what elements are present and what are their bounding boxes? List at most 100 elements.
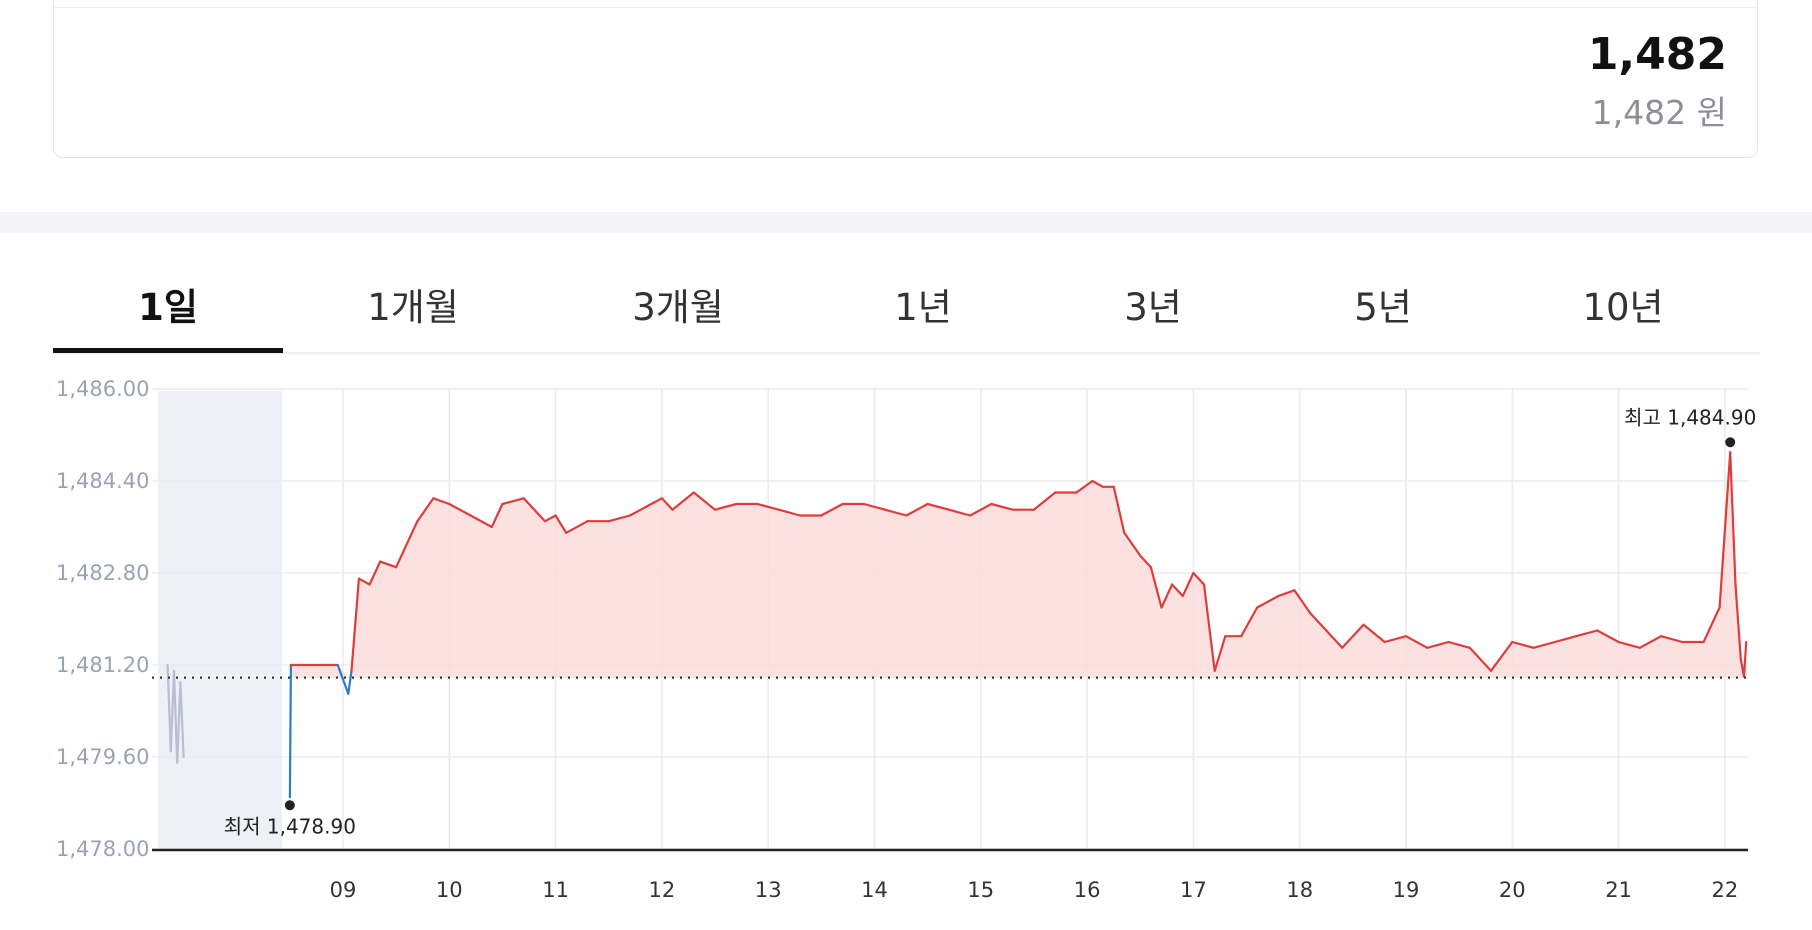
tab-5y[interactable]: 5년 [1354, 286, 1412, 329]
price-segment [432, 497, 451, 506]
price-segment [1325, 629, 1344, 649]
price-segment [172, 669, 179, 764]
price-segment [166, 663, 172, 753]
price-segment [1489, 640, 1514, 672]
price-segment [1734, 583, 1742, 661]
x-tick-label: 22 [1712, 878, 1739, 902]
price-segment [1617, 640, 1642, 649]
price-segment [1139, 554, 1153, 569]
price-segment [1213, 635, 1227, 672]
price-segment [350, 577, 360, 672]
price-segment [1309, 612, 1328, 632]
period-tabs: 1일 1개월 3개월 1년 3년 5년 10년 [53, 262, 1760, 354]
card-divider [54, 7, 1757, 8]
tab-1d[interactable]: 1일 [138, 286, 198, 329]
tab-1m[interactable]: 1개월 [367, 286, 459, 329]
y-tick-label: 1,478.00 [56, 837, 150, 861]
price-segment [926, 502, 951, 511]
price-segment [368, 560, 382, 586]
premarket-band [158, 391, 282, 851]
price-segment [1596, 629, 1620, 644]
price-segment [395, 520, 419, 569]
price-segment [554, 514, 568, 534]
price-segment [1742, 640, 1748, 678]
price-won-value: 1,482 원 [1591, 93, 1727, 132]
price-segment [1383, 635, 1408, 644]
x-tick-label: 20 [1499, 878, 1526, 902]
price-segment [501, 497, 525, 506]
x-tick-label: 14 [861, 878, 888, 902]
y-tick-label: 1,481.20 [56, 653, 150, 677]
y-axis: 1,486.00 1,484.40 1,482.80 1,481.20 1,479.60… [56, 377, 150, 861]
tab-3m[interactable]: 3개월 [632, 286, 724, 329]
x-tick-label: 16 [1074, 878, 1101, 902]
x-tick-label: 15 [967, 878, 994, 902]
price-segment [1404, 635, 1429, 649]
price-segment [1181, 571, 1195, 598]
price-segment [1293, 589, 1312, 615]
price-segment [1659, 635, 1684, 644]
price-segment [820, 502, 844, 517]
price-segment [469, 514, 493, 529]
price-segment [1532, 640, 1556, 649]
tab-3y[interactable]: 3년 [1124, 286, 1182, 329]
price-segment [650, 497, 664, 506]
price-segment [1032, 491, 1057, 511]
price-segment [628, 502, 653, 517]
price-segment [1202, 583, 1216, 672]
x-tick-label: 12 [649, 878, 676, 902]
price-segment [671, 491, 695, 511]
price-segment [179, 681, 185, 759]
price-segment [1426, 640, 1450, 649]
price-segment [1192, 571, 1206, 586]
price-segment [905, 502, 929, 517]
price-segment [1553, 635, 1578, 644]
price-segment [947, 508, 972, 517]
price-segment [1729, 451, 1737, 586]
low-marker [284, 800, 295, 811]
price-segment [692, 491, 717, 511]
price-segment [288, 663, 292, 799]
premarket-shade [158, 391, 282, 851]
price-segment [1574, 629, 1599, 638]
price-segment [416, 497, 435, 523]
price-segment [777, 508, 802, 517]
active-tab-indicator [53, 348, 283, 353]
price-segment [448, 502, 472, 517]
price-segment [357, 577, 371, 586]
price-segment [1075, 479, 1094, 494]
low-label: 최저 1,478.90 [224, 814, 356, 838]
tab-1y[interactable]: 1년 [894, 286, 952, 329]
price-segment [1341, 623, 1365, 649]
x-tick-label: 21 [1605, 878, 1632, 902]
y-tick-label: 1,484.40 [56, 469, 150, 493]
price-segment [969, 502, 993, 517]
price-segment [1718, 451, 1732, 609]
price-segment [1447, 640, 1471, 649]
price-chart[interactable]: 1,486.00 1,484.40 1,482.80 1,481.20 1,479.60… [0, 360, 1812, 920]
price-segment [336, 663, 350, 695]
price-segment [883, 508, 908, 517]
price-area-fill [289, 452, 1747, 678]
price-segment [522, 497, 547, 523]
price-segment [379, 560, 398, 569]
price-segment [1256, 594, 1280, 609]
price-segment [1091, 479, 1105, 488]
quote-card: 1,482 1,482 원 [53, 0, 1758, 158]
x-tick-label: 18 [1286, 878, 1313, 902]
y-tick-label: 1,479.60 [56, 745, 150, 769]
price-segment [1170, 583, 1184, 598]
x-tick-label: 11 [542, 878, 569, 902]
price-segment [862, 502, 887, 511]
high-marker [1725, 437, 1736, 448]
price-segment [1362, 623, 1386, 644]
x-tick-label: 17 [1180, 878, 1207, 902]
price-segment [543, 514, 557, 523]
price-segment [607, 514, 632, 523]
y-tick-label: 1,486.00 [56, 377, 150, 401]
price-segment [1240, 606, 1259, 638]
price-segment [990, 502, 1014, 511]
price-segment [347, 669, 353, 695]
tab-10y[interactable]: 10년 [1582, 286, 1664, 329]
x-axis: 09 10 11 12 13 14 15 16 17 18 19 20 21 22 [330, 878, 1739, 902]
